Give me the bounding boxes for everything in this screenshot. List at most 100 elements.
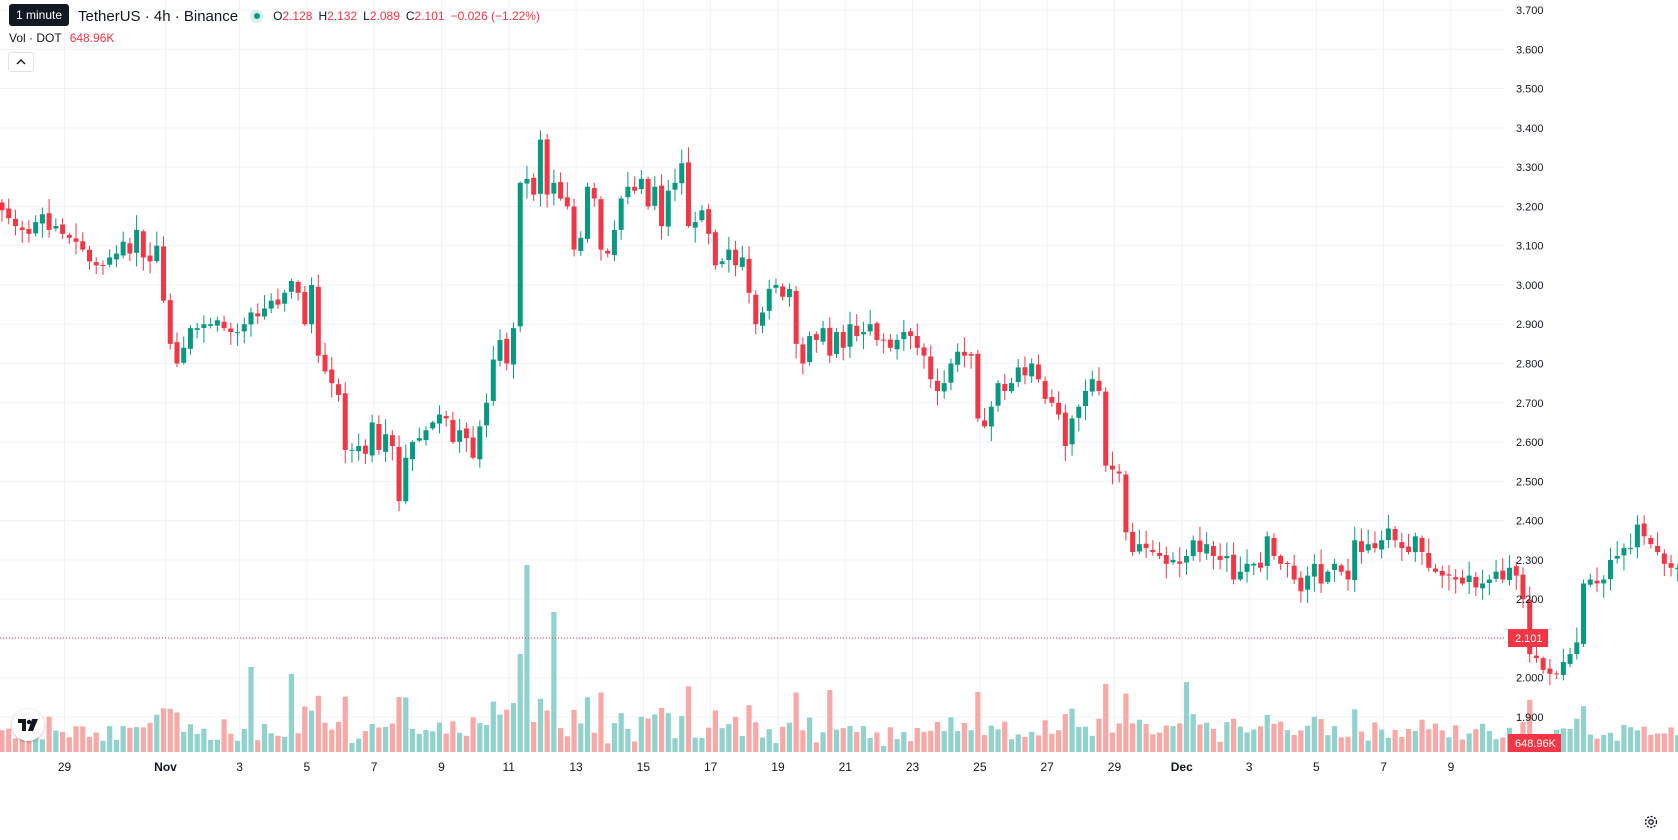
candle-body xyxy=(1358,541,1364,553)
volume-bar xyxy=(443,733,449,752)
candle-body xyxy=(1022,367,1028,376)
volume-bar xyxy=(1096,718,1102,752)
volume-bar xyxy=(436,722,443,752)
candle-body xyxy=(834,332,840,354)
volume-bar xyxy=(356,738,362,752)
candle-body xyxy=(679,163,685,184)
candle-body xyxy=(1439,570,1445,576)
volume-bar xyxy=(463,735,469,752)
candle-body xyxy=(1049,397,1055,403)
symbol-title[interactable]: TetherUS · 4h · Binance xyxy=(78,7,239,25)
candle-body xyxy=(712,232,718,266)
price-tick-label: 3.700 xyxy=(1516,5,1544,17)
volume-bar xyxy=(403,697,409,752)
candle-body xyxy=(591,188,597,199)
candle-body xyxy=(309,284,315,325)
candle-body xyxy=(1163,555,1169,564)
candle-body xyxy=(793,290,799,344)
volume-bar xyxy=(1029,731,1035,752)
volume-bar xyxy=(214,739,220,752)
candle-body xyxy=(1675,567,1678,570)
candle-body xyxy=(706,209,712,234)
candle-body xyxy=(1345,570,1351,580)
volume-bar xyxy=(1641,726,1647,752)
volume-bar xyxy=(753,722,759,752)
candle-body xyxy=(1466,575,1472,583)
time-tick-label: 3 xyxy=(236,760,243,774)
volume-bar xyxy=(706,727,712,752)
candle-body xyxy=(1217,556,1223,560)
candle-body xyxy=(436,414,442,424)
volume-bar xyxy=(1459,739,1466,752)
volume-bar xyxy=(255,740,261,752)
candle-body xyxy=(1601,579,1607,584)
volume-bar xyxy=(208,739,214,752)
candle-body xyxy=(1621,548,1627,556)
volume-bar xyxy=(383,726,389,752)
volume-bar xyxy=(1136,719,1142,752)
candle-body xyxy=(181,347,187,363)
candle-body xyxy=(813,334,819,340)
volume-bar xyxy=(86,736,93,752)
candle-body xyxy=(1648,537,1654,545)
volume-bar xyxy=(941,731,947,752)
price-tick-label: 3.500 xyxy=(1516,84,1544,96)
candle-body xyxy=(295,281,301,293)
candle-body xyxy=(140,231,146,258)
volume-bar xyxy=(1271,723,1277,752)
volume-bar xyxy=(1668,727,1674,752)
tradingview-logo-icon[interactable] xyxy=(12,709,44,741)
candle-body xyxy=(1271,538,1277,556)
volume-bar xyxy=(948,717,954,752)
market-status-icon[interactable] xyxy=(250,9,264,23)
volume-bar xyxy=(1426,729,1432,752)
candle-body xyxy=(214,320,220,326)
volume-bar xyxy=(1594,738,1600,752)
candle-body xyxy=(867,324,873,332)
time-tick-label: 29 xyxy=(58,760,72,774)
volume-bar xyxy=(692,737,698,752)
candle-body xyxy=(1594,580,1600,584)
volume-bar xyxy=(578,723,584,752)
candle-body xyxy=(887,339,893,348)
candle-body xyxy=(1076,406,1082,418)
volume-bar xyxy=(955,731,961,752)
candle-body xyxy=(1661,553,1667,564)
candle-body xyxy=(1628,548,1634,550)
volume-bar xyxy=(59,731,66,752)
volume-bar xyxy=(1022,736,1028,752)
candle-body xyxy=(611,229,617,256)
volume-bar xyxy=(241,728,247,752)
candle-body xyxy=(1298,577,1304,592)
candle-body xyxy=(1251,563,1257,566)
candle-body xyxy=(1453,577,1459,580)
volume-bar xyxy=(1170,726,1176,752)
candle-body xyxy=(881,339,887,341)
candle-body xyxy=(423,430,429,441)
volume-bar xyxy=(1210,728,1216,752)
time-tick-label: 9 xyxy=(1448,760,1455,774)
candle-body xyxy=(1197,540,1203,553)
volume-bar xyxy=(490,701,496,752)
candle-body xyxy=(1244,563,1250,572)
candle-body xyxy=(430,422,436,429)
candle-body xyxy=(288,281,294,292)
candle-body xyxy=(1634,524,1640,548)
candle-body xyxy=(228,328,234,333)
candle-body xyxy=(342,393,348,450)
time-tick-label: 11 xyxy=(503,760,516,774)
price-tick-label: 3.200 xyxy=(1516,201,1544,213)
collapse-legend-button[interactable] xyxy=(8,52,34,72)
volume-bar xyxy=(1177,723,1183,752)
volume-bar xyxy=(1082,726,1089,752)
volume-bar xyxy=(739,735,745,752)
candle-body xyxy=(1352,540,1358,581)
settings-gear-icon[interactable] xyxy=(1642,813,1660,831)
volume-legend[interactable]: Vol · DOT 648.96K xyxy=(9,31,114,45)
candle-body xyxy=(1103,391,1109,466)
candle-body xyxy=(510,328,516,365)
volume-bar xyxy=(1156,732,1163,752)
volume-bar xyxy=(1486,730,1492,752)
